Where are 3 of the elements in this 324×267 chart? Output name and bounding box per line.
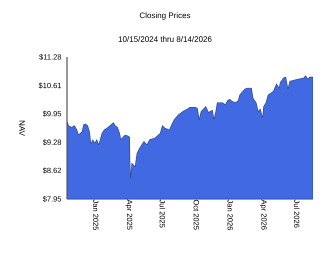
chart-subtitle: 10/15/2024 thru 8/14/2026 — [118, 36, 212, 42]
y-axis-title: NAV — [19, 120, 25, 136]
chart-title: Closing Prices — [140, 12, 190, 20]
